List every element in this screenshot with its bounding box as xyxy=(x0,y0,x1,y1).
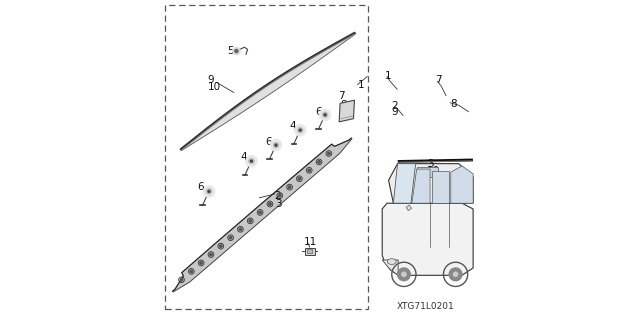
Circle shape xyxy=(270,139,282,151)
Polygon shape xyxy=(451,166,473,203)
Circle shape xyxy=(308,169,310,172)
Circle shape xyxy=(453,272,458,277)
Circle shape xyxy=(180,278,183,281)
Polygon shape xyxy=(339,100,355,122)
Polygon shape xyxy=(417,167,438,177)
Text: 3: 3 xyxy=(427,159,433,169)
Polygon shape xyxy=(382,260,398,275)
Text: 6: 6 xyxy=(197,182,204,192)
Circle shape xyxy=(319,109,331,121)
Ellipse shape xyxy=(387,259,396,264)
Circle shape xyxy=(269,203,271,205)
Text: 4: 4 xyxy=(240,152,247,162)
Circle shape xyxy=(318,160,320,163)
Text: 6: 6 xyxy=(316,107,322,117)
Bar xyxy=(307,249,312,253)
Circle shape xyxy=(397,268,410,281)
Circle shape xyxy=(298,127,303,133)
Text: 7: 7 xyxy=(435,75,442,85)
Text: 8: 8 xyxy=(450,99,457,109)
Polygon shape xyxy=(382,203,473,275)
Circle shape xyxy=(239,228,242,231)
Circle shape xyxy=(278,194,281,197)
Circle shape xyxy=(324,114,326,116)
Text: 9: 9 xyxy=(392,107,398,117)
Circle shape xyxy=(322,112,328,118)
Circle shape xyxy=(229,236,232,239)
Circle shape xyxy=(204,186,215,197)
Text: 5: 5 xyxy=(227,46,234,56)
Text: 10: 10 xyxy=(208,82,221,92)
Polygon shape xyxy=(406,205,412,211)
Circle shape xyxy=(449,268,462,281)
Polygon shape xyxy=(431,171,449,203)
Circle shape xyxy=(273,142,279,148)
Text: 11: 11 xyxy=(304,237,317,248)
Text: 3: 3 xyxy=(275,198,282,209)
Text: 2: 2 xyxy=(392,101,398,111)
Text: 10: 10 xyxy=(427,166,440,176)
Circle shape xyxy=(208,190,210,192)
Text: 8: 8 xyxy=(340,100,346,110)
Polygon shape xyxy=(173,138,352,292)
Circle shape xyxy=(235,49,238,53)
Bar xyxy=(165,5,368,309)
Polygon shape xyxy=(180,33,355,151)
Text: 7: 7 xyxy=(339,91,345,101)
Polygon shape xyxy=(388,164,473,203)
Circle shape xyxy=(200,262,202,264)
Text: 4: 4 xyxy=(290,121,296,131)
Circle shape xyxy=(250,160,252,162)
Circle shape xyxy=(249,219,252,222)
Circle shape xyxy=(300,129,301,131)
Text: 1: 1 xyxy=(385,71,392,81)
Text: 9: 9 xyxy=(208,75,214,85)
Circle shape xyxy=(401,272,406,277)
Polygon shape xyxy=(412,169,430,203)
Text: XTG71L0201: XTG71L0201 xyxy=(396,302,454,311)
Circle shape xyxy=(206,189,212,194)
Circle shape xyxy=(275,144,277,146)
Circle shape xyxy=(246,155,257,167)
Circle shape xyxy=(298,177,301,180)
Text: 2: 2 xyxy=(275,191,282,201)
Bar xyxy=(305,248,315,255)
Circle shape xyxy=(220,245,222,247)
Circle shape xyxy=(328,152,330,155)
Circle shape xyxy=(294,124,306,136)
Text: 6: 6 xyxy=(265,137,272,147)
Circle shape xyxy=(248,158,254,164)
Polygon shape xyxy=(394,164,416,203)
Circle shape xyxy=(288,186,291,189)
Circle shape xyxy=(210,253,212,256)
Circle shape xyxy=(190,270,193,273)
Text: 1: 1 xyxy=(358,79,364,90)
Circle shape xyxy=(259,211,261,214)
Circle shape xyxy=(232,47,240,55)
